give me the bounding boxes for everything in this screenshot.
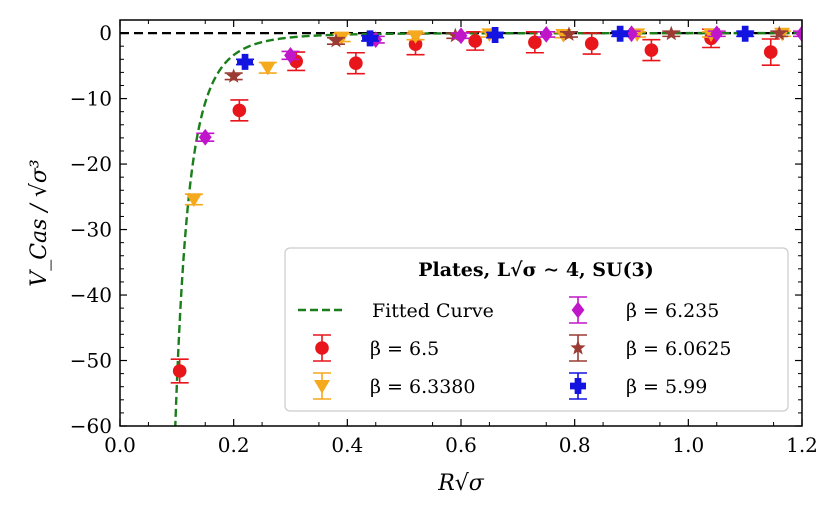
data-point: [612, 25, 629, 42]
data-point: [259, 61, 276, 76]
data-point: [468, 34, 483, 48]
x-tick-label: 1.2: [786, 433, 818, 457]
x-tick-label: 0.0: [104, 433, 136, 457]
data-point: [771, 25, 787, 41]
tick-labels: 0.0 0.2 0.4 0.6 0.8 1.0 1.2 0 −10 −20 −30 −40 −50 −60: [70, 21, 818, 457]
legend-box: [284, 247, 789, 412]
legend-marker: [571, 301, 585, 319]
data-point: [710, 25, 724, 43]
y-tick-label: −20: [70, 152, 112, 176]
legend-entry: β = 5.99: [569, 372, 707, 400]
legend-entry: β = 6.5: [313, 334, 439, 362]
data-point: [172, 364, 187, 378]
plot-frame: [119, 19, 803, 427]
legend-entry: Fitted Curve: [298, 300, 494, 322]
data-point: [528, 35, 542, 50]
legend: Plates, L√σ ∼ 4, SU(3) Fitted Curve β = 6…: [284, 247, 789, 412]
data-point: [328, 32, 344, 48]
data-point: [349, 56, 363, 71]
data-point: [644, 43, 659, 57]
y-tick-label: −60: [70, 414, 112, 438]
data-point: [226, 68, 242, 83]
legend-label: β = 6.235: [626, 300, 719, 322]
data-point: [185, 193, 202, 208]
legend-label: β = 6.5: [370, 338, 439, 360]
y-tick-label: −10: [70, 87, 112, 111]
series-1: [170, 28, 780, 384]
legend-label: Fitted Curve: [372, 300, 494, 322]
y-tick-label: 0: [99, 21, 112, 45]
y-tick-label: −50: [70, 349, 112, 373]
legend-marker: [315, 341, 329, 355]
legend-marker: [314, 380, 330, 394]
data-point: [625, 25, 638, 43]
y-tick-label: −30: [70, 218, 112, 242]
x-axis-label: R√σ: [437, 471, 485, 496]
data-point: [232, 103, 247, 118]
series-2: [184, 27, 792, 208]
data-point: [737, 25, 754, 42]
series-4: [196, 25, 802, 146]
x-tick-label: 0.6: [445, 433, 477, 457]
legend-title: Plates, L√σ ∼ 4, SU(3): [418, 259, 654, 281]
legend-marker: [570, 340, 586, 355]
data-point: [487, 27, 504, 44]
data-point: [584, 36, 599, 51]
legend-entry: β = 6.3380: [313, 372, 475, 400]
data-points-layer: [170, 25, 802, 384]
data-point: [408, 37, 423, 52]
data-point: [237, 53, 254, 70]
data-point: [284, 46, 297, 64]
data-point: [763, 45, 778, 59]
data-point: [454, 27, 468, 45]
legend-label: β = 6.0625: [626, 338, 731, 360]
x-tick-label: 0.8: [559, 433, 591, 457]
legend-label: β = 5.99: [626, 376, 707, 398]
legend-marker: [570, 378, 586, 394]
series-5: [236, 25, 755, 70]
data-point: [198, 128, 212, 146]
x-tick-label: 0.4: [331, 433, 363, 457]
legend-entry: β = 6.0625: [569, 334, 731, 362]
data-point: [561, 26, 577, 41]
x-tick-label: 0.2: [218, 433, 250, 457]
data-point: [795, 25, 802, 43]
data-point: [362, 30, 379, 47]
legend-entry: β = 6.235: [569, 296, 719, 324]
legend-label: β = 6.3380: [370, 376, 475, 398]
data-point: [539, 26, 553, 43]
data-point: [407, 30, 424, 44]
x-tick-label: 1.0: [672, 433, 704, 457]
y-axis-label: V_Cas / √σ³: [27, 159, 52, 286]
data-point: [663, 25, 679, 41]
y-tick-label: −40: [70, 283, 112, 307]
